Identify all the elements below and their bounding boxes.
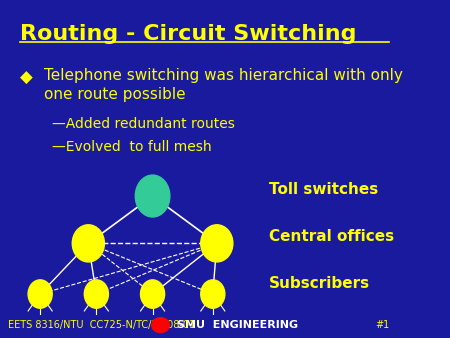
Ellipse shape	[140, 280, 165, 308]
Ellipse shape	[84, 280, 108, 308]
Ellipse shape	[201, 225, 233, 262]
Text: ◆: ◆	[20, 69, 33, 87]
Text: —Evolved  to full mesh: —Evolved to full mesh	[52, 140, 212, 154]
Text: Subscribers: Subscribers	[269, 276, 370, 291]
Ellipse shape	[135, 175, 170, 217]
Text: Toll switches: Toll switches	[269, 182, 378, 197]
Circle shape	[152, 318, 170, 333]
Text: —Added redundant routes: —Added redundant routes	[52, 117, 235, 130]
Text: #1: #1	[375, 320, 389, 330]
Text: EETS 8316/NTU  CC725-N/TC/11-08-01: EETS 8316/NTU CC725-N/TC/11-08-01	[8, 320, 195, 330]
Text: SMU  ENGINEERING: SMU ENGINEERING	[177, 320, 298, 330]
Text: Central offices: Central offices	[269, 229, 394, 244]
Text: Routing - Circuit Switching: Routing - Circuit Switching	[20, 24, 356, 44]
Text: Telephone switching was hierarchical with only
one route possible: Telephone switching was hierarchical wit…	[44, 68, 403, 102]
Ellipse shape	[72, 225, 104, 262]
Ellipse shape	[201, 280, 225, 308]
Ellipse shape	[28, 280, 52, 308]
